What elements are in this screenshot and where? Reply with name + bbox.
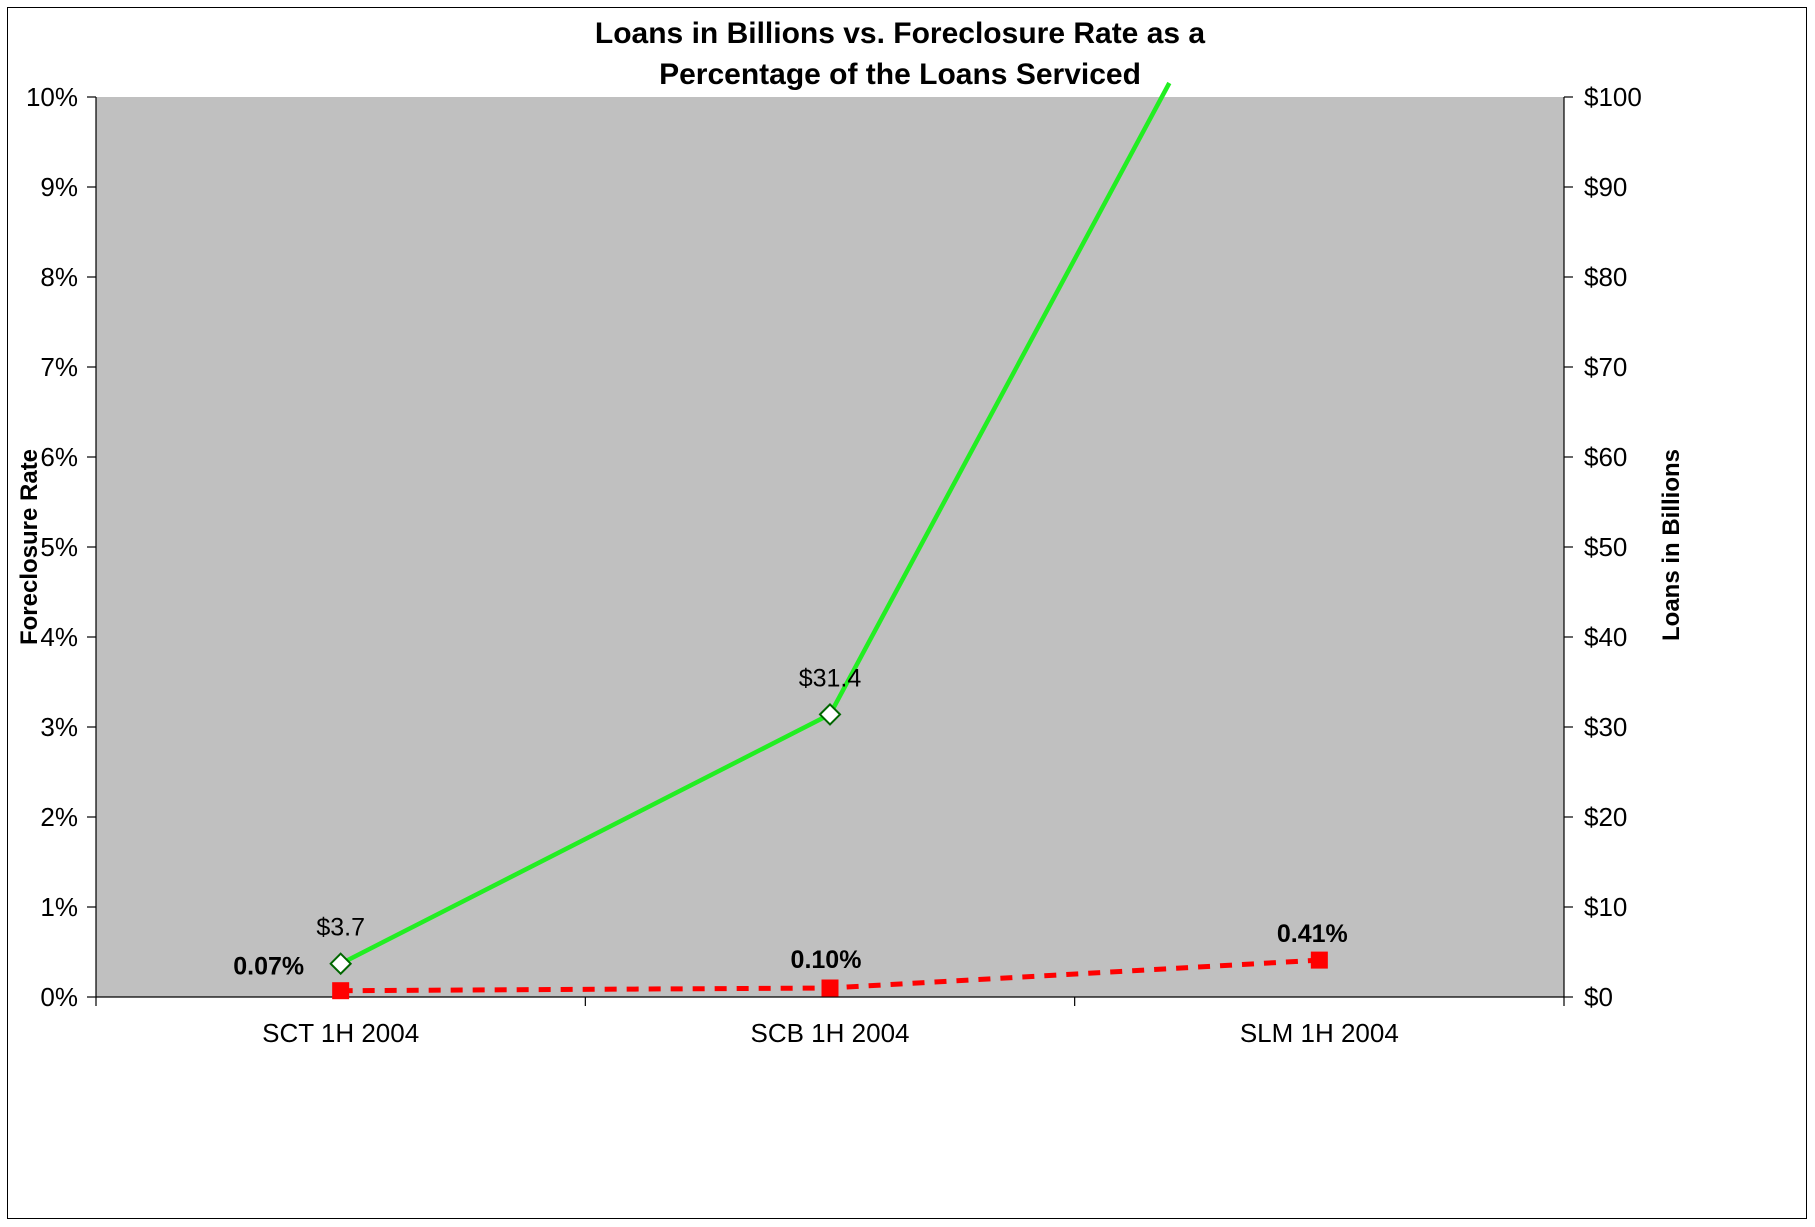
right-axis-tick-label: $30: [1584, 712, 1627, 742]
foreclosure-data-label: 0.41%: [1277, 920, 1348, 948]
foreclosure-data-label: 0.07%: [233, 953, 304, 981]
loans-data-label: $3.7: [316, 914, 365, 942]
loans-diamond-marker: [818, 702, 842, 726]
x-axis-tick-label: SCT 1H 2004: [262, 1018, 419, 1048]
right-axis-tick-label: $50: [1584, 532, 1627, 562]
right-axis-tick-label: $60: [1584, 442, 1627, 472]
series-layer: [329, 81, 1328, 1000]
plot-area: [96, 97, 1564, 997]
left-axis-tick-label: 2%: [40, 802, 78, 832]
right-axis-tick-label: $20: [1584, 802, 1627, 832]
foreclosure-square-marker: [332, 982, 350, 1000]
foreclosure-square-marker: [1310, 951, 1328, 969]
left-axis-tick-label: 10%: [26, 82, 78, 112]
right-axis-tick-label: $90: [1584, 172, 1627, 202]
left-axis-tick-label: 8%: [40, 262, 78, 292]
left-axis-tick-label: 0%: [40, 982, 78, 1012]
right-axis-tick-label: $40: [1584, 622, 1627, 652]
right-axis-title: Loans in Billions: [1658, 449, 1685, 641]
x-axis-tick-label: SLM 1H 2004: [1240, 1018, 1399, 1048]
foreclosure-square-marker: [821, 979, 839, 997]
left-axis-tick-label: 4%: [40, 622, 78, 652]
left-axis-tick-label: 6%: [40, 442, 78, 472]
axes-layer: 0% 1% 2% 3% 4% 5% 6% 7% 8% 9% 10% $0 $10 $20 $30 $40 $50…: [26, 82, 1642, 1048]
x-axis-tick-label: SCB 1H 2004: [751, 1018, 910, 1048]
left-axis-tick-label: 7%: [40, 352, 78, 382]
right-axis-tick-label: $0: [1584, 982, 1613, 1012]
foreclosure-data-label: 0.10%: [791, 946, 862, 974]
left-axis-tick-label: 1%: [40, 892, 78, 922]
chart-title-line-1: Loans in Billions vs. Foreclosure Rate a…: [595, 17, 1206, 50]
right-axis-tick-label: $100: [1584, 82, 1642, 112]
loans-data-label: $31.4: [799, 664, 862, 692]
left-axis-title: Foreclosure Rate: [16, 449, 43, 645]
left-axis-tick-label: 3%: [40, 712, 78, 742]
left-axis-tick-label: 5%: [40, 532, 78, 562]
labels-layer: $3.7 $31.4 0.07% 0.10% 0.41%: [233, 664, 1348, 980]
right-axis-tick-label: $70: [1584, 352, 1627, 382]
right-axis-tick-label: $10: [1584, 892, 1627, 922]
chart-title-line-2: Percentage of the Loans Serviced: [659, 58, 1141, 91]
right-axis-tick-label: $80: [1584, 262, 1627, 292]
loans-diamond-marker: [329, 952, 353, 976]
left-axis-tick-label: 9%: [40, 172, 78, 202]
